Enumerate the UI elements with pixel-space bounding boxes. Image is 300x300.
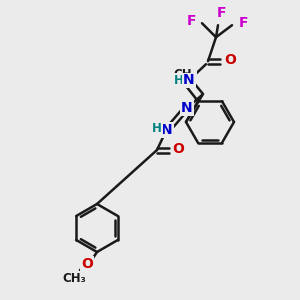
- Text: CH₃: CH₃: [173, 68, 197, 80]
- Text: O: O: [81, 257, 93, 271]
- Text: H: H: [174, 74, 184, 87]
- Text: N: N: [183, 73, 195, 87]
- Text: F: F: [238, 16, 248, 30]
- Text: H: H: [152, 122, 162, 134]
- Text: F: F: [217, 6, 227, 20]
- Text: N: N: [181, 101, 193, 115]
- Text: CH₃: CH₃: [62, 272, 86, 284]
- Text: N: N: [161, 123, 173, 137]
- Text: F: F: [186, 14, 196, 28]
- Text: O: O: [172, 142, 184, 156]
- Text: O: O: [224, 53, 236, 67]
